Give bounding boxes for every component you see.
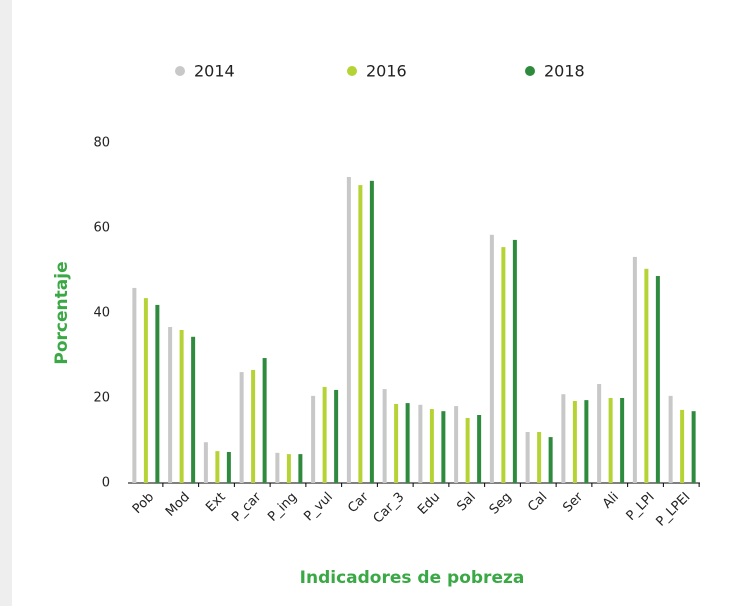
bar xyxy=(179,330,184,483)
bar xyxy=(168,327,173,483)
x-tick-label: Seg xyxy=(487,490,515,518)
x-tick-label: Ser xyxy=(560,489,586,515)
bar xyxy=(441,411,446,483)
bar xyxy=(298,454,303,483)
bar xyxy=(143,298,148,483)
bar xyxy=(465,417,470,483)
bar xyxy=(512,239,517,483)
legend-label: 2014 xyxy=(194,62,235,81)
y-axis-title: Porcentaje xyxy=(52,261,72,364)
x-tick-label: Ali xyxy=(600,490,622,512)
bar xyxy=(275,452,280,483)
bar xyxy=(191,336,196,483)
legend-label: 2018 xyxy=(544,62,585,81)
x-tick-label: Car_3 xyxy=(371,490,408,527)
bar xyxy=(358,185,363,483)
x-tick-label: Sal xyxy=(454,490,479,515)
bar xyxy=(132,287,137,483)
bar xyxy=(311,395,316,483)
bar xyxy=(655,276,660,483)
bar xyxy=(226,451,231,483)
bar xyxy=(394,403,399,483)
bar xyxy=(525,432,530,483)
bar xyxy=(203,442,208,483)
x-tick-label: Pob xyxy=(130,490,157,517)
legend-marker xyxy=(525,66,535,76)
bar xyxy=(668,395,673,483)
legend-label: 2016 xyxy=(366,62,407,81)
x-tick-label: P_LPEI xyxy=(653,490,693,530)
bar xyxy=(369,180,374,483)
x-tick-label: Ext xyxy=(203,490,228,515)
bar xyxy=(620,398,625,483)
bar xyxy=(561,394,566,483)
bar xyxy=(215,451,220,483)
bar xyxy=(262,358,267,483)
bar xyxy=(597,383,602,483)
bar xyxy=(584,400,589,483)
bar xyxy=(632,256,637,483)
bar xyxy=(382,389,387,483)
x-tick-label: Car xyxy=(345,489,372,516)
x-axis-title: Indicadores de pobreza xyxy=(300,568,525,588)
bar xyxy=(644,268,649,483)
bar xyxy=(286,454,291,483)
y-tick-label: 0 xyxy=(102,476,110,491)
bar xyxy=(405,403,410,483)
bar xyxy=(680,409,685,483)
x-tick-label: P_vul xyxy=(301,490,336,525)
bar xyxy=(477,415,482,483)
x-tick-label: Edu xyxy=(415,490,443,518)
bar xyxy=(691,411,696,483)
x-tick-label: Cal xyxy=(525,490,550,515)
y-tick-label: 60 xyxy=(93,221,110,236)
y-tick-label: 20 xyxy=(93,391,110,406)
bar xyxy=(239,372,244,483)
bar xyxy=(572,400,577,483)
y-tick-label: 40 xyxy=(93,306,110,321)
bar xyxy=(346,177,351,483)
legend-marker xyxy=(175,66,185,76)
bar xyxy=(454,406,459,483)
bar xyxy=(608,398,613,483)
bar xyxy=(548,437,553,483)
bar xyxy=(418,404,423,483)
bar xyxy=(537,432,542,483)
bar xyxy=(334,389,339,483)
x-tick-label: P_car xyxy=(229,489,265,525)
bar xyxy=(501,247,506,483)
bar xyxy=(322,386,327,483)
bar xyxy=(429,409,434,483)
legend-marker xyxy=(347,66,357,76)
x-tick-label: Mod xyxy=(163,490,193,520)
bar xyxy=(489,234,494,483)
side-strip xyxy=(0,0,12,606)
x-tick-label: P_ing xyxy=(265,490,300,525)
bar xyxy=(251,369,256,483)
bar xyxy=(155,304,160,483)
y-tick-label: 80 xyxy=(93,136,110,151)
